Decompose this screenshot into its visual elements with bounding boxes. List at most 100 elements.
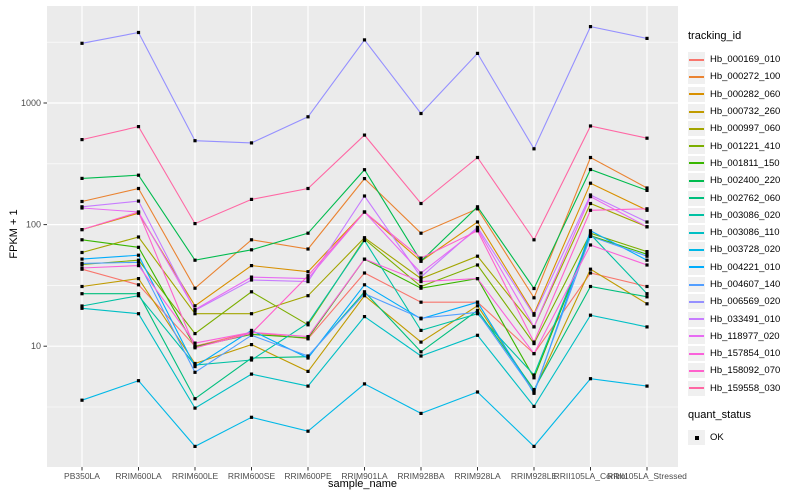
legend-item: Hb_000732_260 bbox=[688, 103, 800, 120]
data-point bbox=[80, 398, 84, 402]
data-point bbox=[475, 254, 480, 258]
data-point bbox=[249, 248, 254, 252]
x-tick-label: RRIM901LA bbox=[341, 471, 388, 481]
y-tick-label: 10 bbox=[31, 341, 41, 351]
data-point bbox=[645, 325, 649, 329]
legend-item-label: OK bbox=[710, 432, 724, 444]
legend-item-label: Hb_002762_060 bbox=[710, 192, 781, 204]
legend: tracking_id Hb_000169_010 Hb_000272_100 Hb… bbox=[688, 30, 800, 446]
data-point bbox=[249, 358, 254, 362]
legend-item-quant-ok: OK bbox=[688, 429, 800, 446]
data-point bbox=[249, 372, 254, 376]
legend-item: Hb_000272_100 bbox=[688, 68, 800, 85]
legend-line-icon bbox=[689, 266, 704, 269]
data-point bbox=[306, 384, 310, 388]
data-point bbox=[249, 264, 254, 268]
data-point bbox=[475, 51, 480, 55]
legend-line-icon bbox=[689, 75, 704, 78]
data-point bbox=[306, 231, 310, 235]
legend-item-label: Hb_000272_100 bbox=[710, 71, 781, 83]
legend-swatch bbox=[688, 328, 705, 344]
data-point bbox=[362, 294, 367, 298]
data-point bbox=[475, 220, 480, 224]
data-point bbox=[80, 266, 84, 270]
data-point bbox=[588, 267, 593, 271]
data-point bbox=[193, 312, 197, 316]
data-point bbox=[306, 369, 310, 373]
data-point bbox=[362, 271, 367, 275]
legend-swatch bbox=[688, 207, 705, 223]
data-point bbox=[362, 292, 367, 296]
data-point bbox=[419, 256, 423, 260]
data-point bbox=[588, 181, 593, 185]
legend-line-icon bbox=[689, 335, 704, 338]
legend-swatch bbox=[688, 363, 705, 379]
data-point bbox=[419, 259, 423, 263]
data-point bbox=[532, 352, 536, 356]
x-tick-label: RRIM928BA bbox=[397, 471, 445, 481]
data-point bbox=[588, 271, 593, 275]
data-point bbox=[306, 321, 310, 325]
legend-line-icon bbox=[689, 248, 704, 251]
data-point bbox=[136, 258, 141, 262]
legend-swatch bbox=[688, 259, 705, 275]
data-point bbox=[136, 199, 141, 203]
legend-item: Hb_004607_140 bbox=[688, 276, 800, 293]
data-point bbox=[645, 136, 649, 140]
legend-title-tracking-id: tracking_id bbox=[688, 30, 742, 42]
legend-items: Hb_000169_010 Hb_000272_100 Hb_000282_060 H… bbox=[688, 51, 800, 397]
data-point bbox=[532, 325, 536, 329]
legend-item-label: Hb_006569_020 bbox=[710, 296, 781, 308]
legend-item: Hb_118977_020 bbox=[688, 328, 800, 345]
legend-item-label: Hb_002400_220 bbox=[710, 175, 781, 187]
legend-item-label: Hb_158092_070 bbox=[710, 365, 781, 377]
data-point bbox=[588, 229, 593, 233]
legend-item-label: Hb_033491_010 bbox=[710, 313, 781, 325]
data-point bbox=[645, 207, 649, 211]
data-point bbox=[306, 270, 310, 274]
x-tick-label: RRII105LA_Stressed bbox=[607, 471, 687, 481]
data-point bbox=[193, 346, 197, 350]
legend-swatch bbox=[688, 121, 705, 137]
legend-swatch bbox=[688, 311, 705, 327]
data-point bbox=[136, 253, 141, 257]
data-point bbox=[588, 377, 593, 381]
data-point bbox=[645, 225, 649, 229]
data-point bbox=[588, 234, 593, 238]
data-point bbox=[362, 257, 367, 261]
legend-item: Hb_000282_060 bbox=[688, 86, 800, 103]
data-point bbox=[249, 278, 254, 282]
legend-line-icon bbox=[689, 162, 704, 165]
legend-line-icon bbox=[689, 110, 704, 113]
data-point bbox=[193, 341, 197, 345]
data-point bbox=[532, 147, 536, 151]
data-point bbox=[193, 308, 197, 312]
data-point bbox=[645, 384, 649, 388]
data-point bbox=[306, 335, 310, 339]
data-point bbox=[249, 312, 254, 316]
data-point bbox=[193, 397, 197, 401]
data-point bbox=[306, 280, 310, 284]
data-point bbox=[588, 284, 593, 289]
data-point bbox=[193, 406, 197, 410]
data-point bbox=[532, 340, 536, 344]
x-tick-label: RRII105LA_Control bbox=[554, 471, 628, 481]
data-point bbox=[645, 250, 649, 254]
data-point bbox=[306, 429, 310, 433]
data-point bbox=[193, 222, 197, 226]
data-point bbox=[249, 275, 254, 279]
data-point bbox=[306, 247, 310, 251]
data-point bbox=[193, 258, 197, 262]
data-point bbox=[419, 340, 423, 344]
data-point bbox=[645, 254, 649, 258]
legend-item: Hb_157854_010 bbox=[688, 345, 800, 362]
data-point bbox=[193, 139, 197, 143]
legend-item-label: Hb_118977_020 bbox=[710, 330, 780, 342]
data-point bbox=[645, 220, 649, 224]
data-point bbox=[136, 125, 141, 129]
data-point bbox=[80, 261, 84, 265]
plot-panel bbox=[47, 6, 678, 467]
legend-item: Hb_000169_010 bbox=[688, 51, 800, 68]
x-tick-label: PB350LA bbox=[64, 471, 100, 481]
legend-swatch bbox=[688, 242, 705, 258]
